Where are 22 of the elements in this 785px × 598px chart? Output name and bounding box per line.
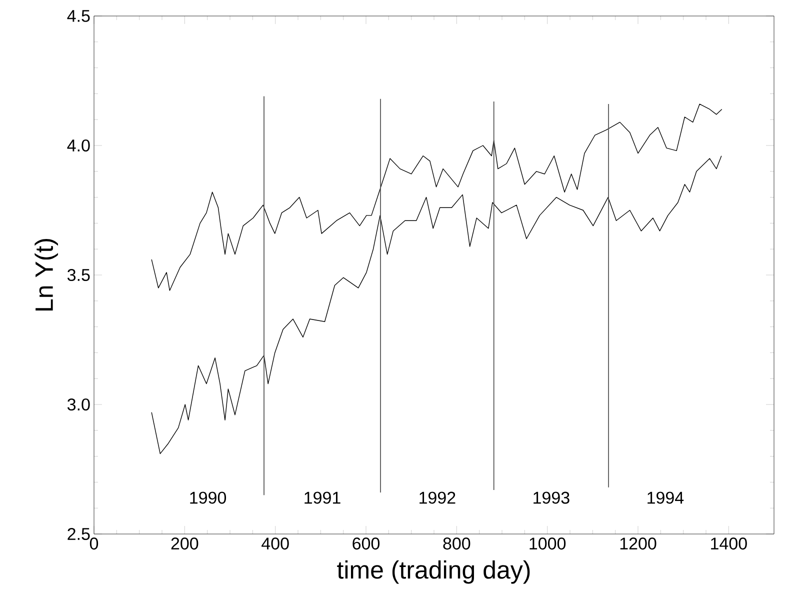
y-axis-title: Ln Y(t) — [34, 239, 58, 310]
line-series — [151, 104, 722, 291]
x-tick-label: 200 — [171, 538, 198, 550]
x-tick-label: 1000 — [530, 538, 566, 550]
x-tick-label: 600 — [352, 538, 380, 550]
y-tick-label: 4.0 — [67, 139, 90, 152]
annotation: 1992 — [420, 492, 456, 504]
annotation: 1994 — [648, 492, 684, 504]
annotation: 1991 — [304, 492, 340, 504]
y-tick-label: 3.5 — [67, 268, 90, 282]
y-tick-label: 3.0 — [67, 398, 90, 411]
x-tick-label: 1400 — [711, 538, 747, 550]
annotation: 1993 — [534, 492, 570, 504]
y-tick-label: 4.5 — [67, 10, 90, 22]
x-tick-label: 1200 — [620, 538, 656, 550]
x-tick-label: 0 — [90, 538, 98, 550]
y-tick-label: 2.5 — [68, 528, 90, 540]
x-axis-title: time (trading day) — [337, 560, 530, 584]
x-tick-label: 800 — [443, 538, 470, 550]
line-series — [151, 156, 722, 454]
x-tick-label: 400 — [262, 538, 289, 550]
annotation: 1990 — [190, 492, 226, 504]
